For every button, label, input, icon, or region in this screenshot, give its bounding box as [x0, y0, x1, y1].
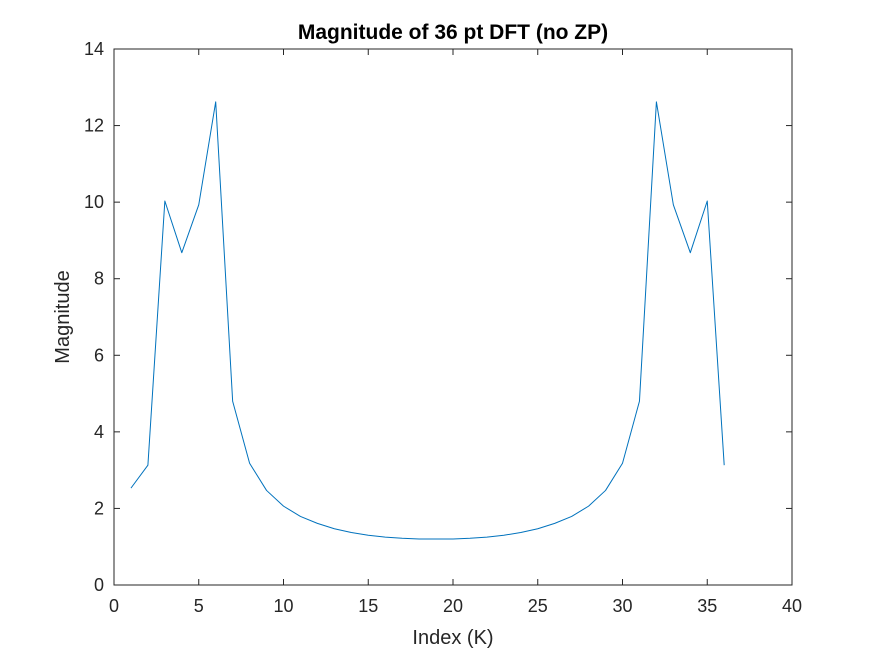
y-tick-label: 12 [84, 116, 104, 136]
x-tick-label: 30 [612, 596, 632, 616]
x-tick-label: 10 [273, 596, 293, 616]
y-tick-label: 2 [94, 498, 104, 518]
x-tick-label: 0 [109, 596, 119, 616]
x-axis-label: Index (K) [412, 627, 493, 649]
y-tick-label: 6 [94, 345, 104, 365]
x-tick-label: 20 [443, 596, 463, 616]
y-ticks: 0 2 4 6 8 10 12 14 [84, 39, 792, 595]
x-tick-label: 25 [528, 596, 548, 616]
series-layer [130, 101, 725, 540]
series-line [130, 101, 725, 540]
x-tick-label: 15 [358, 596, 378, 616]
x-tick-label: 40 [782, 596, 802, 616]
y-tick-label: 10 [84, 192, 104, 212]
x-tick-label: 35 [697, 596, 717, 616]
y-tick-label: 4 [94, 422, 104, 442]
y-axis-label: Magnitude [52, 270, 74, 363]
x-ticks: 0 5 10 15 20 25 30 35 40 [109, 49, 802, 616]
plot-area [114, 49, 792, 585]
y-tick-label: 0 [94, 575, 104, 595]
y-tick-label: 8 [94, 269, 104, 289]
x-tick-label: 5 [194, 596, 204, 616]
y-tick-label: 14 [84, 39, 104, 59]
chart-title: Magnitude of 36 pt DFT (no ZP) [298, 21, 608, 44]
